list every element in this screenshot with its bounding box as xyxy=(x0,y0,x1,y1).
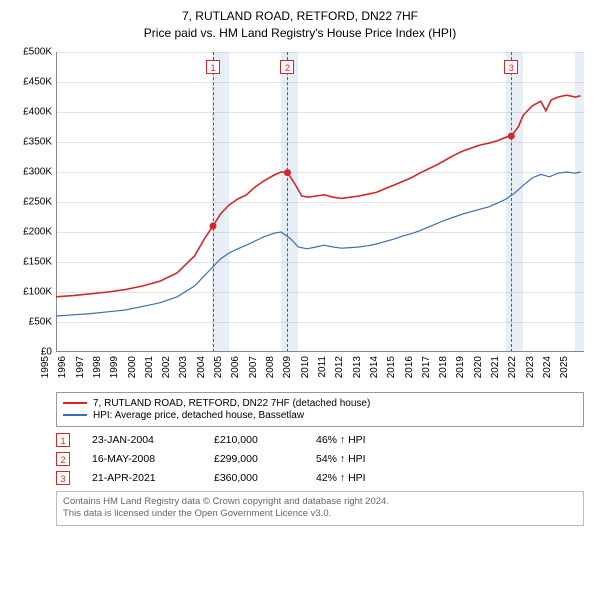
y-tick-label: £200K xyxy=(10,226,52,237)
title-block: 7, RUTLAND ROAD, RETFORD, DN22 7HF Price… xyxy=(10,8,590,42)
marker-number-box: 2 xyxy=(56,452,70,466)
chart-area: 123 £0£50K£100K£150K£200K£250K£300K£350K… xyxy=(10,48,590,388)
footer-line2: This data is licensed under the Open Gov… xyxy=(63,508,577,521)
marker-price: £210,000 xyxy=(214,434,294,446)
legend: 7, RUTLAND ROAD, RETFORD, DN22 7HF (deta… xyxy=(56,392,584,427)
footer: Contains HM Land Registry data © Crown c… xyxy=(56,491,584,527)
event-marker-box: 1 xyxy=(206,60,220,74)
marker-date: 16-MAY-2008 xyxy=(92,453,192,465)
marker-date: 23-JAN-2004 xyxy=(92,434,192,446)
y-tick-label: £50K xyxy=(10,316,52,327)
title-line2: Price paid vs. HM Land Registry's House … xyxy=(10,25,590,42)
marker-price: £299,000 xyxy=(214,453,294,465)
marker-row: 2 16-MAY-2008 £299,000 54% ↑ HPI xyxy=(56,452,584,466)
line-series-svg xyxy=(56,52,584,352)
marker-pct: 42% ↑ HPI xyxy=(316,472,416,484)
marker-number-box: 1 xyxy=(56,433,70,447)
y-tick-label: £300K xyxy=(10,166,52,177)
marker-price: £360,000 xyxy=(214,472,294,484)
footer-line1: Contains HM Land Registry data © Crown c… xyxy=(63,496,577,509)
marker-row: 1 23-JAN-2004 £210,000 46% ↑ HPI xyxy=(56,433,584,447)
title-line1: 7, RUTLAND ROAD, RETFORD, DN22 7HF xyxy=(10,8,590,25)
legend-label: HPI: Average price, detached house, Bass… xyxy=(93,410,304,421)
y-tick-label: £250K xyxy=(10,196,52,207)
y-tick-label: £450K xyxy=(10,76,52,87)
markers-table: 1 23-JAN-2004 £210,000 46% ↑ HPI 2 16-MA… xyxy=(56,433,584,485)
y-tick-label: £350K xyxy=(10,136,52,147)
series-property xyxy=(56,95,581,297)
event-marker-box: 3 xyxy=(504,60,518,74)
marker-date: 21-APR-2021 xyxy=(92,472,192,484)
y-tick-label: £150K xyxy=(10,256,52,267)
y-tick-label: £500K xyxy=(10,46,52,57)
legend-swatch xyxy=(63,414,87,416)
series-hpi xyxy=(56,172,581,316)
y-tick-label: £400K xyxy=(10,106,52,117)
chart-container: 7, RUTLAND ROAD, RETFORD, DN22 7HF Price… xyxy=(0,0,600,590)
legend-swatch xyxy=(63,402,87,404)
marker-number-box: 3 xyxy=(56,471,70,485)
marker-pct: 46% ↑ HPI xyxy=(316,434,416,446)
legend-item: 7, RUTLAND ROAD, RETFORD, DN22 7HF (deta… xyxy=(63,398,577,409)
y-tick-label: £100K xyxy=(10,286,52,297)
x-tick-label: 2025 xyxy=(559,356,591,378)
marker-pct: 54% ↑ HPI xyxy=(316,453,416,465)
marker-row: 3 21-APR-2021 £360,000 42% ↑ HPI xyxy=(56,471,584,485)
legend-item: HPI: Average price, detached house, Bass… xyxy=(63,410,577,421)
legend-label: 7, RUTLAND ROAD, RETFORD, DN22 7HF (deta… xyxy=(93,398,370,409)
event-marker-box: 2 xyxy=(280,60,294,74)
